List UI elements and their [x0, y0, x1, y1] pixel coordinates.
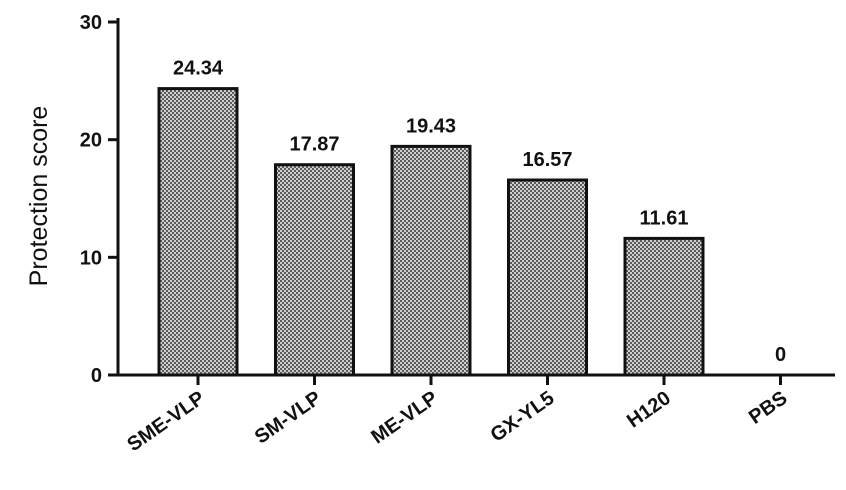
y-tick-label: 30	[80, 12, 102, 34]
x-tick-label: SM-VLP	[251, 387, 326, 448]
x-tick-label: SME-VLP	[123, 387, 208, 456]
data-label: 11.61	[640, 207, 689, 229]
x-tick-label: H120	[623, 387, 675, 432]
bar-gx-yl5	[507, 178, 588, 377]
y-tick-label: 0	[91, 365, 102, 387]
y-tick-label: 10	[80, 247, 102, 269]
bar-h120	[623, 236, 705, 377]
data-label: 0	[775, 344, 786, 366]
data-label: 17.87	[289, 134, 339, 156]
x-tick-label: GX-YL5	[487, 387, 559, 446]
y-axis-title: Protection score	[25, 106, 53, 287]
x-tick-label: PBS	[745, 387, 791, 429]
bar-sm-vlp	[274, 163, 355, 377]
x-tick-label: ME-VLP	[367, 387, 442, 448]
bar-me-vlp	[390, 144, 472, 377]
data-label: 19.43	[406, 115, 456, 137]
plot-area: 24.34 17.87 19.43 16.57 11.61 0 0 10 20 30 SME-VLP…	[80, 12, 835, 456]
data-label: 24.34	[173, 58, 224, 80]
data-label: 16.57	[522, 149, 572, 171]
bar-sme-vlp	[157, 87, 239, 377]
y-tick-label: 20	[80, 130, 102, 152]
